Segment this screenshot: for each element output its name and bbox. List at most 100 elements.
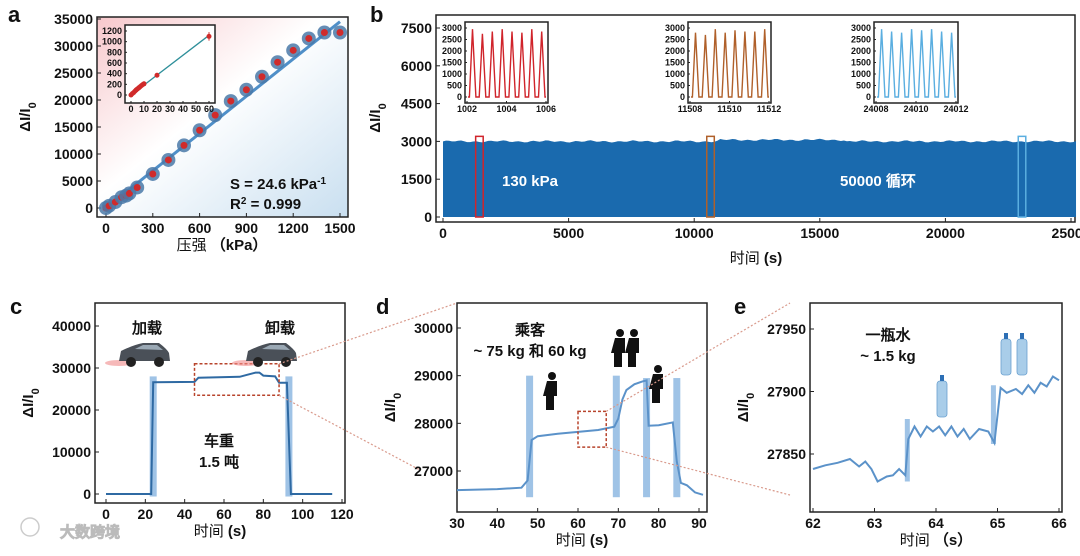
- person-head-icon: [616, 329, 624, 337]
- xlabel-main: 时间: [730, 250, 760, 267]
- panel-a-ytick-label: 30000: [54, 38, 93, 54]
- panel-b-xtick-label: 15000: [800, 225, 839, 241]
- panel-letter-a: a: [8, 2, 21, 27]
- panel-letter-c: c: [10, 294, 22, 319]
- panel-d-frame: [456, 302, 708, 513]
- zoom-box: [577, 410, 607, 448]
- data-point-core: [305, 34, 313, 42]
- load-label: 加载: [131, 319, 162, 337]
- panel-a-ytick-label: 15000: [54, 119, 93, 135]
- ylabel-main: ΔI/I: [367, 109, 384, 132]
- panel-b-inset-2-ytick-label: 500: [670, 81, 685, 91]
- inset-bg: [874, 22, 958, 103]
- panel-b-inset-1-xtick-label: 1002: [457, 104, 477, 114]
- panel-a-ytick-label: 25000: [54, 65, 93, 81]
- panel-a-inset-ytick-label: 1000: [102, 37, 122, 47]
- panel-letter-b: b: [370, 2, 383, 27]
- panel-d-xtick-label: 60: [570, 515, 586, 531]
- data-point-core: [274, 58, 282, 66]
- car-unloading-icon: [232, 343, 297, 367]
- data-point-core: [196, 126, 204, 134]
- panel-d-xtick-label: 30: [449, 515, 465, 531]
- panel-a-xtick-label: 1200: [278, 220, 309, 236]
- ylabel-main: ΔI/I: [382, 399, 399, 422]
- event-marker: [990, 385, 996, 444]
- car-wheel: [253, 357, 263, 367]
- panel-a-ytick-label: 10000: [54, 146, 93, 162]
- xlabel-unit: （kPa）: [207, 236, 268, 254]
- passenger-weights-label: ~ 75 kg 和 60 kg: [474, 343, 587, 360]
- panel-b-inset-3-xtick-label: 24012: [943, 104, 968, 114]
- panel-a-inset-ytick-label: 200: [107, 79, 122, 89]
- panel-b-inset-2-xtick-label: 11510: [717, 104, 742, 114]
- data-point-core: [258, 73, 266, 81]
- person-icon: [543, 381, 557, 410]
- car-wheel: [126, 357, 136, 367]
- panel-b-inset-1-ytick-label: 1000: [442, 69, 462, 79]
- inset-bg: [465, 22, 548, 103]
- panel-b-ytick-label: 6000: [401, 58, 432, 74]
- person-head-icon: [630, 329, 638, 337]
- xlabel-unit: (s): [760, 250, 783, 267]
- panel-a-inset-ytick-label: 600: [107, 58, 122, 68]
- data-point-core: [211, 111, 219, 119]
- panel-a-inset-xtick-label: 0: [128, 104, 133, 114]
- watermark-logo-icon: [20, 517, 40, 537]
- panel-e-frame: [809, 302, 1063, 513]
- panel-b-inset-1-ytick-label: 2500: [442, 35, 462, 45]
- panel-b-inset-2-ytick-label: 2500: [665, 35, 685, 45]
- data-point-core: [125, 189, 133, 197]
- panel-b-inset-3-ytick-label: 0: [866, 92, 871, 102]
- panel-d-xtick-label: 70: [611, 515, 627, 531]
- event-marker: [612, 375, 620, 498]
- event-marker: [643, 378, 651, 498]
- person-icon: [649, 374, 663, 403]
- panel-b-xlabel: 时间 (s): [730, 250, 783, 267]
- r: R: [230, 196, 241, 213]
- data-point-core: [227, 97, 235, 105]
- person-head-icon: [548, 372, 556, 380]
- data-point-core: [320, 29, 328, 36]
- panel-b-ytick-label: 3000: [401, 133, 432, 149]
- data-point-core: [180, 141, 188, 149]
- panel-c-ylabel: ΔI/I0: [20, 388, 42, 417]
- panel-b-xtick-label: 0: [439, 225, 447, 241]
- panel-b-inset-1-xtick-label: 1006: [536, 104, 556, 114]
- highlight-window: [706, 135, 716, 218]
- panel-a-ytick-label: 5000: [62, 173, 93, 189]
- panel-c-xtick-label: 100: [291, 506, 315, 522]
- xlabel-main: 时间: [900, 532, 930, 549]
- signal-line: [456, 379, 704, 496]
- data-point-core: [289, 46, 297, 54]
- car-window: [135, 345, 163, 350]
- sensitivity-label: S = 24.6 kPa-1: [230, 176, 326, 194]
- xlabel-main: 时间: [556, 532, 586, 549]
- fit-line: [105, 20, 341, 210]
- passenger-label: 乘客: [514, 321, 546, 339]
- panel-b-frame: [435, 14, 1076, 223]
- panel-b-inset-3-ytick-label: 3000: [851, 23, 871, 33]
- inset-bg: [688, 22, 771, 103]
- cycling-signal-band: [443, 138, 1077, 217]
- panel-a-inset-xtick-label: 10: [139, 104, 149, 114]
- panel-c-ytick-label: 40000: [52, 318, 91, 334]
- panel-d-ytick-label: 29000: [414, 368, 453, 384]
- ylabel-sub: 0: [392, 393, 404, 399]
- panel-b-ylabel: ΔI/I0: [367, 103, 389, 132]
- ylabel-sub: 0: [27, 102, 39, 108]
- ylabel-main: ΔI/I: [735, 399, 752, 422]
- car-loading-icon: [105, 343, 170, 367]
- panel-e: 62 63 64 65 66 27850 27900 27950 ΔI/I0 时间 （s） 一瓶水 ~…: [735, 302, 1067, 549]
- panel-b-inset-2-ytick-label: 3000: [665, 23, 685, 33]
- data-point-core: [242, 86, 250, 94]
- panel-b-inset-2-ytick-label: 2000: [665, 46, 685, 56]
- panel-d-ylabel: ΔI/I0: [382, 393, 404, 422]
- person-icon: [625, 338, 639, 367]
- panel-a-xtick-label: 600: [188, 220, 212, 236]
- panel-b-inset-2-xtick-label: 11508: [678, 104, 703, 114]
- panel-a-inset-xtick-label: 50: [191, 104, 201, 114]
- water-label: 一瓶水: [865, 326, 911, 344]
- panel-d-xtick-label: 50: [530, 515, 546, 531]
- person-icon: [611, 338, 625, 367]
